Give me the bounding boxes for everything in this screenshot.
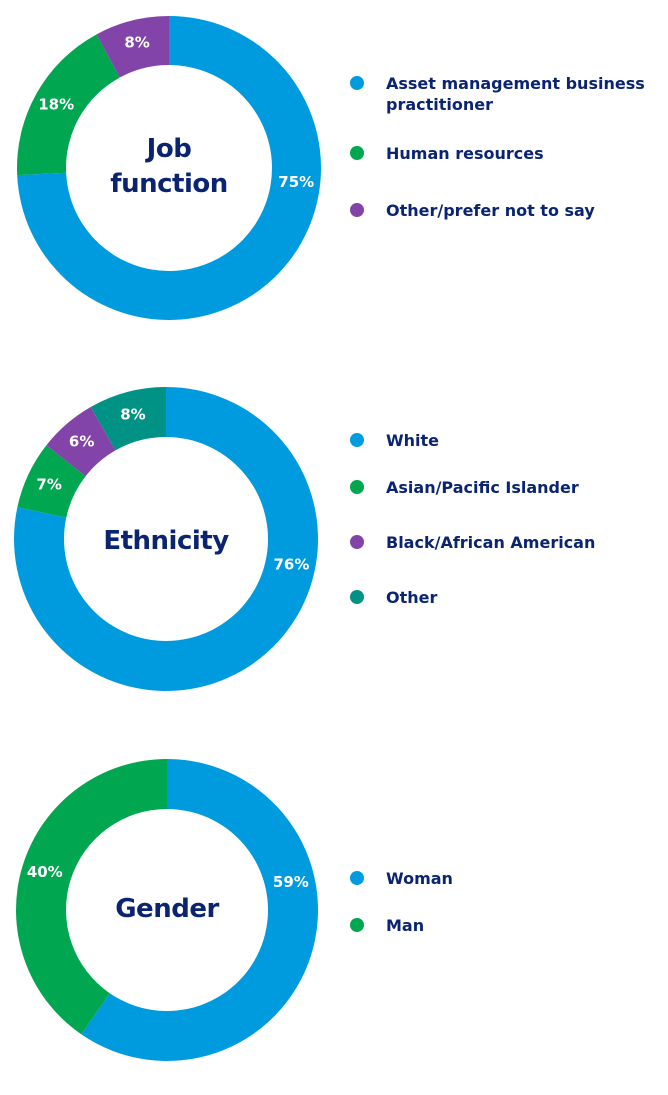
legend-label: Black/African American bbox=[386, 533, 596, 552]
donut-slice bbox=[13, 387, 319, 691]
legend-swatch bbox=[350, 76, 364, 90]
slice-value-label: 8% bbox=[124, 33, 149, 51]
legend-swatch bbox=[350, 146, 364, 160]
legend-swatch bbox=[350, 918, 364, 932]
legend-item: Woman bbox=[350, 868, 660, 889]
legend-swatch bbox=[350, 590, 364, 604]
donut-job-function: 75% 18% 8% bbox=[17, 16, 322, 320]
legend-label: Asset management business practitioner bbox=[386, 74, 645, 114]
legend-item: Asset management business practitioner bbox=[350, 73, 660, 115]
chart-title: Ethnicity bbox=[103, 526, 229, 556]
legend-swatch bbox=[350, 203, 364, 217]
legend-item: Man bbox=[350, 915, 660, 936]
legend-item: Asian/Pacific Islander bbox=[350, 477, 660, 498]
legend-swatch bbox=[350, 871, 364, 885]
chart-title: Job function bbox=[110, 134, 228, 199]
chart-ethnicity: 76% 7% 6% 8% Ethnicity White Asian/Pacific … bbox=[0, 370, 668, 710]
donut-slice bbox=[81, 759, 318, 1061]
donut-slice bbox=[17, 34, 120, 176]
legend-item: Other bbox=[350, 587, 660, 608]
chart-title: Gender bbox=[115, 894, 219, 924]
legend-item: Other/prefer not to say bbox=[350, 200, 660, 221]
legend-label: Other/prefer not to say bbox=[386, 201, 595, 220]
donut-slice bbox=[17, 16, 322, 320]
legend-item: Black/African American bbox=[350, 532, 660, 553]
donut-slice bbox=[17, 445, 86, 518]
slice-value-label: 6% bbox=[69, 432, 94, 450]
legend-swatch bbox=[350, 433, 364, 447]
slice-value-label: 8% bbox=[120, 405, 145, 423]
donut-slice bbox=[15, 759, 167, 1035]
slice-value-label: 76% bbox=[273, 556, 309, 574]
chart-gender: 59% 40% Gender Woman Man bbox=[0, 740, 668, 1080]
legend-swatch bbox=[350, 480, 364, 494]
donut-slice bbox=[90, 387, 166, 451]
donut-ethnicity: 76% 7% 6% 8% bbox=[13, 387, 319, 691]
slice-value-label: 75% bbox=[278, 173, 314, 191]
legend-label: Woman bbox=[386, 869, 453, 888]
legend-swatch bbox=[350, 535, 364, 549]
legend-item: Human resources bbox=[350, 143, 660, 164]
chart-job-function: 75% 18% 8% Job function Asset management b… bbox=[0, 0, 668, 340]
legend-label: Man bbox=[386, 916, 425, 935]
donut-gender: 59% 40% bbox=[15, 759, 318, 1061]
slice-value-label: 18% bbox=[38, 95, 74, 113]
legend-label: White bbox=[386, 431, 440, 450]
donut-slice bbox=[96, 16, 169, 78]
slice-value-label: 59% bbox=[273, 873, 309, 891]
slice-value-label: 40% bbox=[27, 863, 63, 881]
slice-value-label: 7% bbox=[36, 475, 61, 493]
donut-slice bbox=[46, 406, 116, 477]
legend-label: Asian/Pacific Islander bbox=[386, 478, 579, 497]
legend-label: Other bbox=[386, 588, 438, 607]
legend-item: White bbox=[350, 430, 660, 451]
legend-label: Human resources bbox=[386, 144, 544, 163]
